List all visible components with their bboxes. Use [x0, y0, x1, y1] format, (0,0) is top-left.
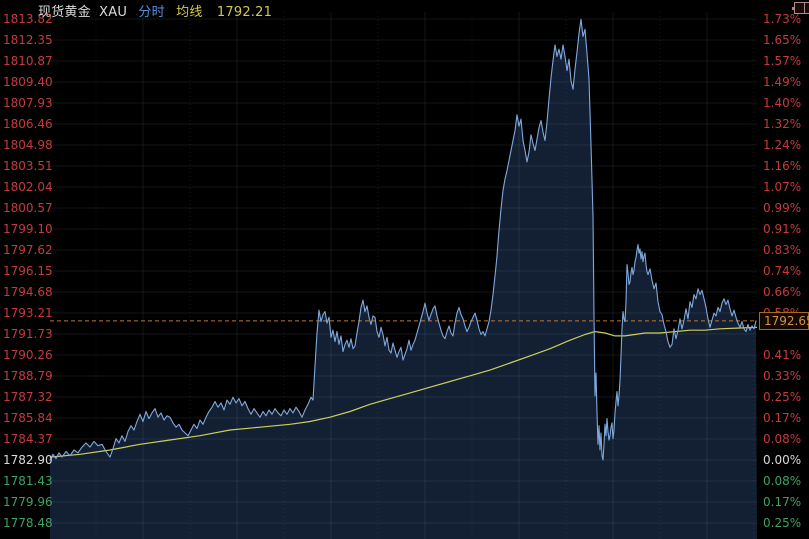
price-axis-label: 1809.40 [3, 75, 53, 89]
percent-axis-label: 0.33% [763, 369, 802, 383]
price-axis-label: 1810.87 [3, 54, 53, 68]
percent-axis-label: 0.00% [763, 453, 802, 467]
price-axis-label: 1793.21 [3, 306, 53, 320]
mode-label[interactable]: 分时 [138, 5, 165, 20]
percent-axis-label: 1.49% [763, 75, 802, 89]
price-axis-label: 1784.37 [3, 432, 53, 446]
percent-axis-label: 1.57% [763, 54, 802, 68]
price-axis-label: 1787.32 [3, 390, 53, 404]
price-axis-label: 1790.26 [3, 348, 53, 362]
chart-header: 现货黄金 XAU 分时 均线 1792.21 [38, 1, 279, 20]
ma-label: 均线 [176, 5, 203, 20]
price-axis-label: 1794.68 [3, 285, 53, 299]
price-axis-label: 1802.04 [3, 180, 53, 194]
percent-axis-label: 1.73% [763, 12, 802, 26]
percent-axis-label: 1.65% [763, 33, 802, 47]
price-axis-label: 1813.82 [3, 12, 53, 26]
price-axis-label: 1803.51 [3, 159, 53, 173]
percent-axis-label: 0.08% [763, 432, 802, 446]
symbol-name: 现货黄金 [38, 5, 91, 20]
percent-axis-label: 1.32% [763, 117, 802, 131]
price-axis-label: 1791.73 [3, 327, 53, 341]
ma-line [49, 326, 758, 458]
percent-axis-label: 0.91% [763, 222, 802, 236]
percent-axis-label: 0.17% [763, 495, 802, 509]
percent-axis-label: 0.74% [763, 264, 802, 278]
price-axis-label: 1797.62 [3, 243, 53, 257]
last-price-tag: 1792.65 [759, 311, 809, 330]
percent-axis-label: 0.66% [763, 285, 802, 299]
percent-axis-label: 0.83% [763, 243, 802, 257]
price-axis-label: 1781.43 [3, 474, 53, 488]
percent-axis-label: 1.24% [763, 138, 802, 152]
kline-panel-icon[interactable] [792, 2, 809, 14]
percent-axis-label: 0.41% [763, 348, 802, 362]
price-axis-label: 1807.93 [3, 96, 53, 110]
percent-axis-label: 1.07% [763, 180, 802, 194]
percent-axis-label: 1.16% [763, 159, 802, 173]
price-axis-label: 1804.98 [3, 138, 53, 152]
percent-axis-label: 0.08% [763, 474, 802, 488]
price-axis-label: 1812.35 [3, 33, 53, 47]
price-axis-label: 1779.96 [3, 495, 53, 509]
price-axis-label: 1782.90 [3, 453, 53, 467]
percent-axis-label: 0.25% [763, 390, 802, 404]
price-axis-label: 1806.46 [3, 117, 53, 131]
percent-axis-label: 0.99% [763, 201, 802, 215]
symbol-code: XAU [99, 5, 128, 20]
percent-axis-label: 0.25% [763, 516, 802, 530]
price-line [49, 18, 757, 461]
ma-value: 1792.21 [216, 5, 273, 20]
price-axis-label: 1778.48 [3, 516, 53, 530]
price-axis-label: 1800.57 [3, 201, 53, 215]
percent-axis-label: 0.17% [763, 411, 802, 425]
area-fill [50, 19, 757, 539]
price-axis-label: 1796.15 [3, 264, 53, 278]
price-axis-label: 1785.84 [3, 411, 53, 425]
price-axis-label: 1788.79 [3, 369, 53, 383]
percent-axis-label: 1.40% [763, 96, 802, 110]
price-axis-label: 1799.10 [3, 222, 53, 236]
